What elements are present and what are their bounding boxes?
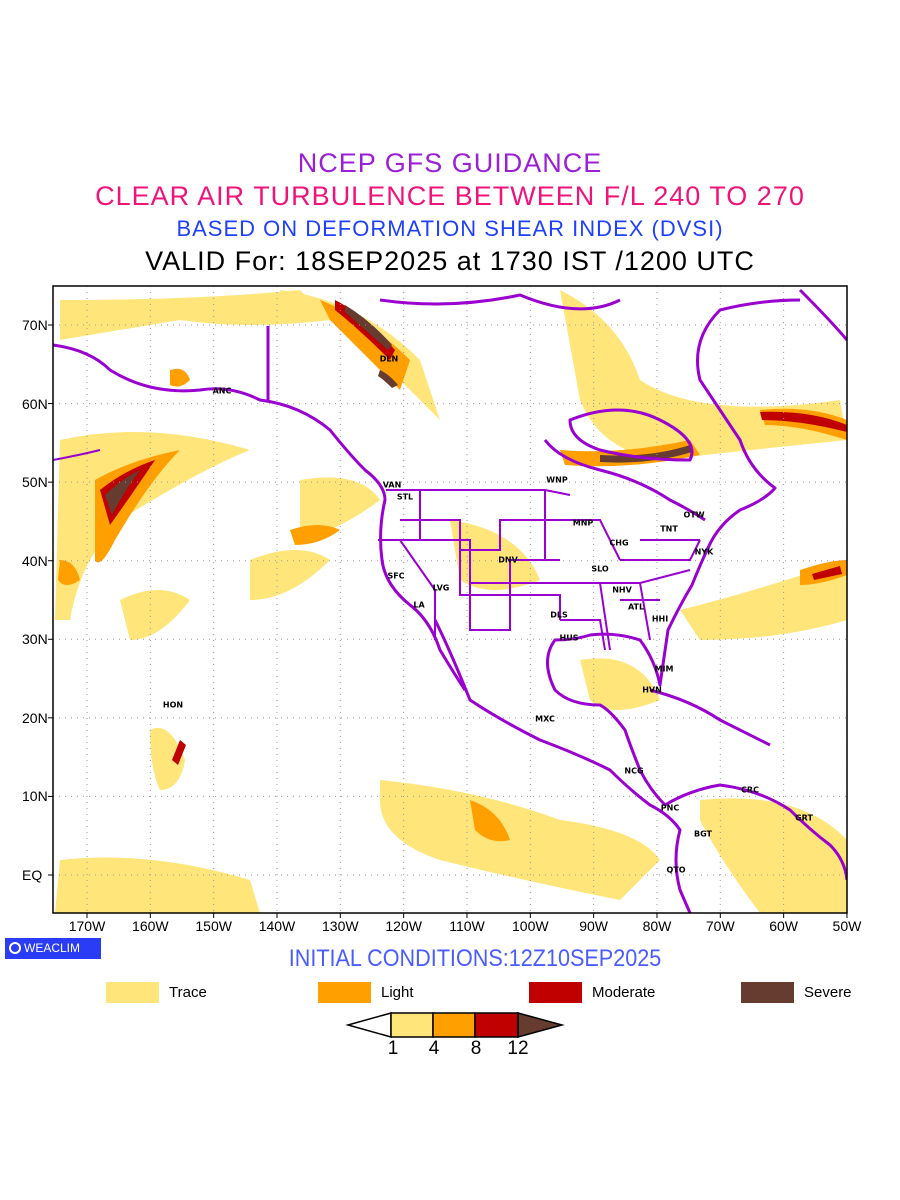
legend-item-moderate: Moderate	[529, 982, 655, 1003]
city-label: LA	[413, 600, 425, 610]
copyright-icon	[9, 942, 21, 954]
lon-tick-label: 50W	[832, 918, 862, 934]
lon-tick-label: 160W	[132, 918, 169, 934]
city-label: MIM	[654, 664, 674, 674]
city-label: TNT	[660, 524, 678, 534]
city-label: GRT	[795, 813, 813, 823]
colorbar-moderate	[474, 1012, 519, 1038]
lon-tick-label: 70W	[705, 918, 735, 934]
city-label: QTO	[666, 865, 686, 875]
lat-tick-label: 40N	[22, 552, 48, 569]
lat-tick-label: EQ	[22, 866, 43, 883]
legend-swatch	[529, 982, 582, 1003]
city-label: VAN	[382, 480, 402, 490]
legend-item-trace: Trace	[106, 982, 207, 1003]
city-label: PNC	[660, 803, 680, 813]
city-label: ANC	[212, 386, 232, 396]
city-label: WNP	[546, 475, 568, 485]
legend-item-light: Light	[318, 982, 414, 1003]
lon-tick-label: 100W	[512, 918, 549, 934]
lat-tick-label: 60N	[22, 395, 48, 412]
city-label: OTW	[683, 510, 705, 520]
city-label: HVN	[642, 685, 662, 695]
city-label: DLS	[550, 610, 568, 620]
lon-tick-label: 60W	[769, 918, 799, 934]
legend-swatch	[318, 982, 371, 1003]
lat-tick-label: 30N	[22, 631, 48, 648]
city-label: HHI	[651, 614, 669, 624]
city-label: MNP	[572, 518, 594, 528]
city-label: CRC	[741, 785, 759, 795]
colorbar-light	[432, 1012, 476, 1038]
city-label: LVG	[432, 583, 450, 593]
lat-lon-grid	[53, 286, 847, 913]
colorbar-severe-arrow	[517, 1012, 565, 1038]
city-label: HON	[162, 700, 184, 710]
us-state-borders	[378, 489, 701, 651]
colorbar-level: 8	[470, 1038, 482, 1059]
legend-label: Light	[381, 984, 414, 1001]
city-label: DLN	[379, 354, 399, 364]
title-product: CLEAR AIR TURBULENCE BETWEEN F/L 240 TO …	[95, 181, 805, 211]
city-label: BGT	[694, 829, 712, 839]
legend-swatch	[741, 982, 794, 1003]
lat-tick-label: 20N	[22, 709, 48, 726]
city-label: STL	[396, 492, 414, 502]
city-label: NCG	[624, 766, 644, 776]
legend-label: Trace	[169, 984, 207, 1001]
city-label: NYK	[694, 547, 714, 557]
lon-tick-label: 140W	[258, 918, 296, 934]
title-valid-time: VALID For: 18SEP2025 at 1730 IST /1200 U…	[145, 246, 755, 276]
legend-item-severe: Severe	[741, 982, 852, 1003]
lon-tick-label: 110W	[449, 918, 485, 934]
colorbar-under-arrow	[345, 1012, 392, 1038]
city-label: CHG	[609, 538, 629, 548]
colorbar-level: 1	[387, 1038, 399, 1059]
lon-tick-label: 120W	[385, 918, 422, 934]
turbulence-severe-areas	[105, 305, 692, 515]
lat-tick-label: 10N	[22, 788, 48, 805]
initial-conditions-label: INITIAL CONDITIONS:12Z10SEP2025	[288, 945, 662, 972]
city-label: MXC	[535, 714, 555, 724]
city-label: SFC	[387, 571, 405, 581]
lon-tick-label: 150W	[195, 918, 232, 934]
lon-tick-label: 170W	[68, 918, 106, 934]
brand-label: WEACLIM	[24, 941, 81, 955]
colorbar-level: 4	[428, 1038, 440, 1059]
city-label: HUS	[559, 633, 579, 643]
colorbar-trace	[390, 1012, 434, 1038]
city-label: NHV	[612, 585, 632, 595]
city-label: DNV	[498, 555, 518, 565]
city-label: ATL	[627, 602, 645, 612]
colorbar-level: 12	[507, 1038, 529, 1059]
title-guidance: NCEP GFS GUIDANCE	[297, 148, 603, 178]
legend-label: Severe	[804, 984, 852, 1001]
city-label: SLO	[591, 564, 609, 574]
weaclim-logo: WEACLIM	[5, 938, 101, 959]
lat-tick-label: 70N	[22, 317, 48, 333]
legend-swatch	[106, 982, 159, 1003]
lat-tick-label: 50N	[22, 474, 48, 491]
coastlines-and-borders	[53, 288, 847, 913]
map-frame	[52, 285, 848, 914]
lon-tick-label: 130W	[322, 918, 359, 934]
lon-tick-label: 90W	[579, 918, 609, 934]
legend-label: Moderate	[592, 984, 656, 1001]
lon-tick-label: 80W	[642, 918, 672, 934]
title-method: BASED ON DEFORMATION SHEAR INDEX (DVSI)	[176, 216, 724, 241]
